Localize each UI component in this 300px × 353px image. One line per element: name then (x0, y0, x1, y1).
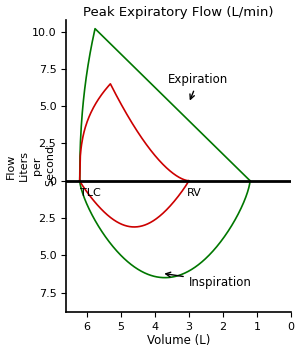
Text: RV: RV (187, 188, 202, 198)
X-axis label: Volume (L): Volume (L) (147, 334, 210, 347)
Text: Inspiration: Inspiration (166, 272, 252, 289)
Y-axis label: Flow
Liters
per
Second: Flow Liters per Second (6, 145, 55, 186)
Text: TLC: TLC (80, 188, 101, 198)
Title: Peak Expiratory Flow (L/min): Peak Expiratory Flow (L/min) (83, 6, 274, 19)
Text: Expiration: Expiration (168, 73, 229, 99)
